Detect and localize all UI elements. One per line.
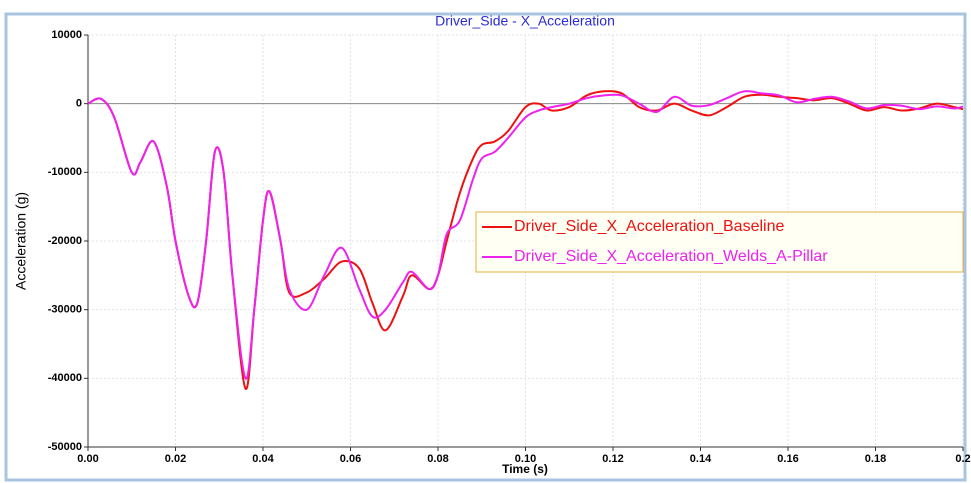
x-tick-label: 0.08 [427, 453, 448, 465]
x-tick-label: 0.18 [865, 453, 886, 465]
y-tick-label: -30000 [48, 304, 82, 316]
x-tick-label: 0.00 [77, 453, 98, 465]
x-tick-label: 0.14 [690, 453, 712, 465]
y-tick-label: -40000 [48, 372, 82, 384]
chart-title: Driver_Side - X_Acceleration [435, 13, 615, 29]
legend-label: Driver_Side_X_Acceleration_Baseline [514, 218, 784, 235]
x-tick-label: 0.04 [252, 453, 274, 465]
x-tick-label: 0.2 [955, 453, 970, 465]
x-tick-label: 0.16 [777, 453, 798, 465]
x-tick-label: 0.06 [340, 453, 361, 465]
series-line [87, 90, 964, 380]
legend-label: Driver_Side_X_Acceleration_Welds_A-Pilla… [514, 248, 828, 265]
y-axis-label: Acceleration (g) [13, 192, 29, 290]
y-tick-label: -20000 [48, 235, 82, 247]
y-tick-label: 10000 [51, 29, 82, 41]
y-tick-label: -50000 [48, 441, 82, 453]
x-axis-label: Time (s) [502, 462, 548, 476]
y-tick-label: -10000 [48, 166, 82, 178]
legend-box [475, 211, 964, 273]
y-tick-label: 0 [76, 98, 82, 110]
x-tick-label: 0.02 [165, 453, 186, 465]
x-tick-label: 0.10 [515, 453, 536, 465]
x-tick-label: 0.12 [602, 453, 623, 465]
